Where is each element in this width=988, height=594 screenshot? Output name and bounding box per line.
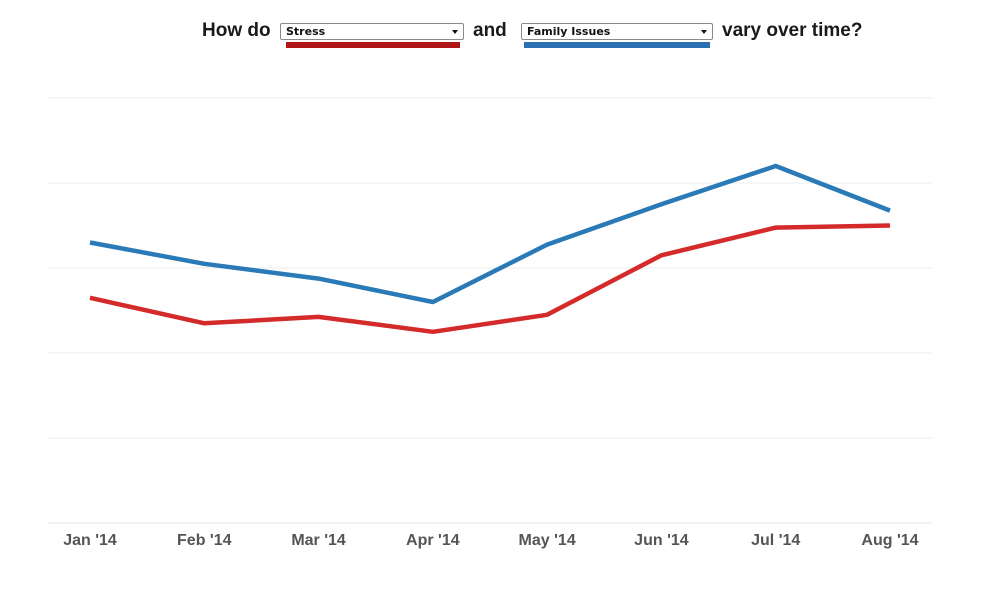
x-tick-label: Jul '14 [751,532,800,549]
chevron-down-icon [701,30,707,34]
series-2-select[interactable]: Family Issues [521,23,713,40]
gridlines [48,97,932,524]
x-tick-label: Jan '14 [63,532,117,549]
x-axis-ticks: Jan '14 Feb '14 Mar '14 Apr '14 May '14 Jun '… [63,532,918,549]
x-tick-label: May '14 [519,532,576,549]
series-lines [89,163,891,335]
chart-header: How do Stress and Family Issues vary ove… [0,18,988,54]
x-tick-label: Mar '14 [291,532,346,549]
x-tick-label: Apr '14 [406,532,460,549]
series-2-select-value: Family Issues [527,25,611,38]
chevron-down-icon [452,30,458,34]
series-line-2[interactable] [89,223,891,335]
series-line-1[interactable] [89,163,891,305]
series-1-select[interactable]: Stress [280,23,464,40]
x-tick-label: Feb '14 [177,532,232,549]
x-tick-label: Aug '14 [861,532,918,549]
series-2-color-bar [524,42,710,48]
header-suffix: vary over time? [722,20,863,41]
series-1-select-value: Stress [286,25,326,38]
x-tick-label: Jun '14 [634,532,689,549]
header-prefix: How do [202,20,271,41]
series-1-color-bar [286,42,460,48]
header-conjunction: and [473,20,507,41]
